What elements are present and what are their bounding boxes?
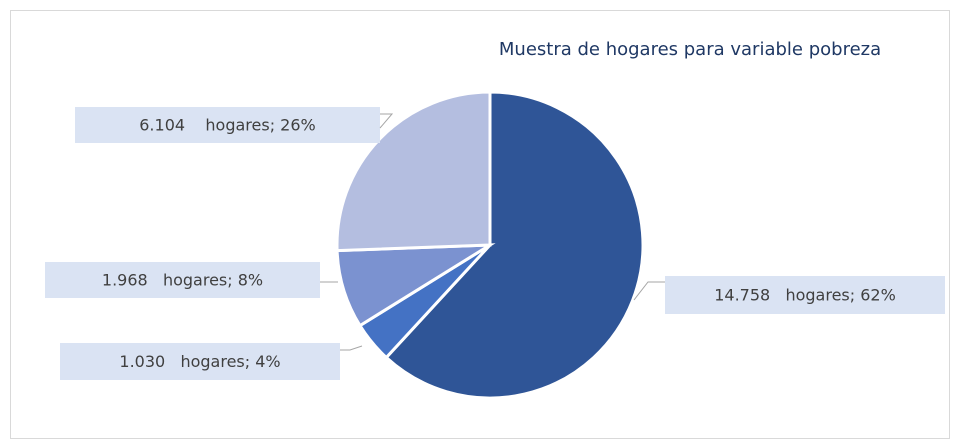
leader-line xyxy=(340,345,363,351)
data-label: 1.968 hogares; 8% xyxy=(102,271,263,290)
leader-line xyxy=(379,113,394,129)
data-label-box xyxy=(60,343,340,380)
chart-title: Muestra de hogares para variable pobreza xyxy=(499,39,881,60)
leader-lines xyxy=(320,113,665,351)
data-label: 1.030 hogares; 4% xyxy=(119,352,280,371)
leader-line xyxy=(633,281,665,301)
data-label-box xyxy=(45,262,320,298)
data-label-box xyxy=(665,276,945,314)
data-label: 6.104 hogares; 26% xyxy=(139,116,315,135)
data-label-box xyxy=(75,107,380,143)
data-label: 14.758 hogares; 62% xyxy=(714,286,896,305)
pie-slice xyxy=(384,90,645,400)
